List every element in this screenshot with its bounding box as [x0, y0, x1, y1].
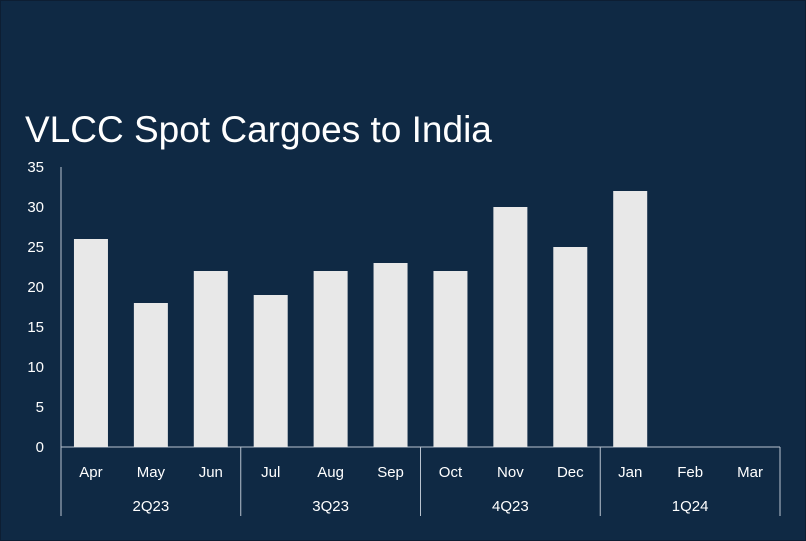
group-label: 3Q23 [312, 498, 349, 515]
bar-may [133, 303, 168, 447]
y-tick-label: 25 [27, 239, 44, 256]
y-tick-label: 10 [27, 359, 44, 376]
y-tick-label: 20 [27, 279, 44, 296]
group-label: 4Q23 [492, 498, 529, 515]
x-tick-label: Feb [677, 464, 703, 481]
x-tick-label: Aug [317, 464, 344, 481]
x-tick-label: Apr [79, 464, 102, 481]
chart-title: VLCC Spot Cargoes to India [25, 109, 492, 150]
y-tick-label: 30 [27, 199, 44, 216]
y-tick-label: 35 [27, 159, 44, 176]
bar-nov [493, 207, 528, 447]
x-tick-label: May [137, 464, 166, 481]
group-label: 1Q24 [672, 498, 709, 515]
y-tick-label: 5 [36, 399, 44, 416]
bar-dec [553, 247, 588, 447]
x-tick-label: Jun [199, 464, 223, 481]
x-tick-label: Sep [377, 464, 404, 481]
x-tick-label: Dec [557, 464, 584, 481]
bar-aug [313, 271, 348, 447]
x-tick-label: Jan [618, 464, 642, 481]
bar-sep [373, 263, 408, 447]
x-tick-label: Mar [737, 464, 763, 481]
bar-jan [613, 191, 648, 447]
y-tick-label: 0 [36, 439, 44, 456]
y-tick-label: 15 [27, 319, 44, 336]
bar-apr [73, 239, 108, 447]
x-tick-label: Nov [497, 464, 524, 481]
group-label: 2Q23 [133, 498, 170, 515]
bar-jul [253, 295, 288, 447]
bar-jun [193, 271, 228, 447]
x-tick-label: Jul [261, 464, 280, 481]
x-tick-label: Oct [439, 464, 463, 481]
bar-oct [433, 271, 468, 447]
